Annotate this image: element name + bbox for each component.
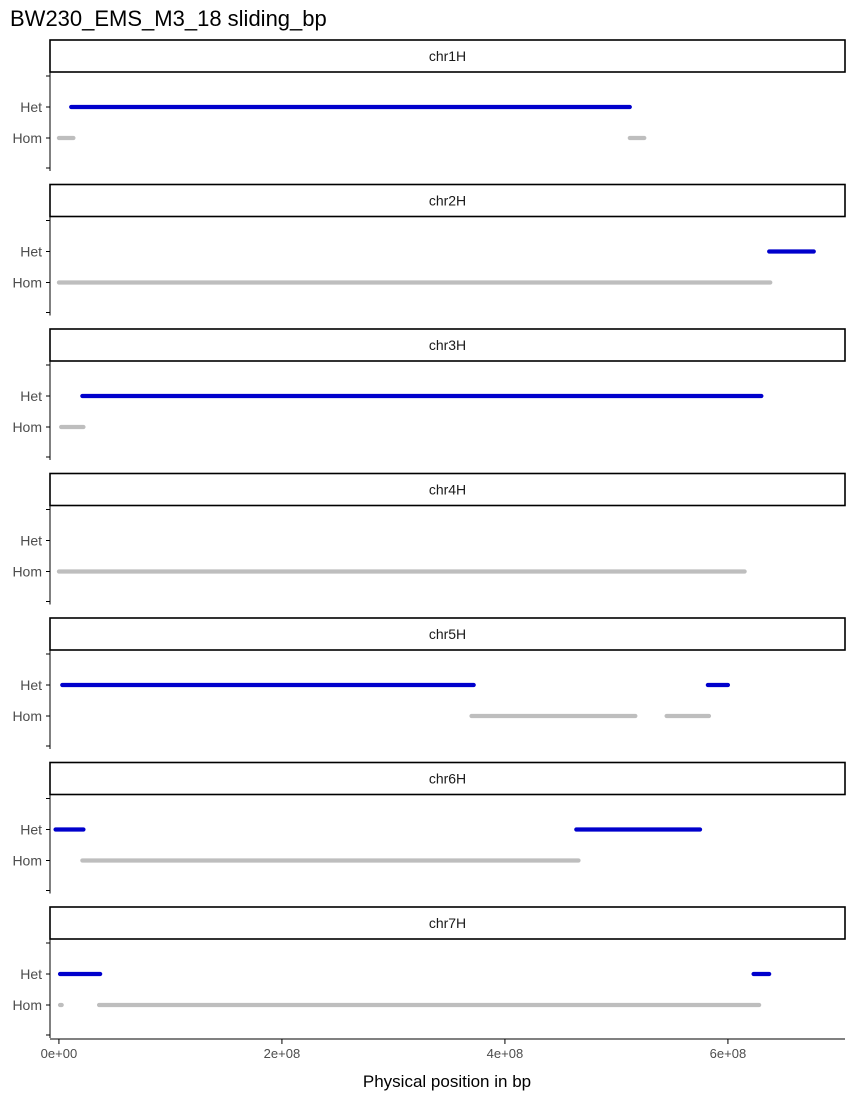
y-tick-label: Hom: [12, 130, 42, 146]
y-tick-label: Hom: [12, 564, 42, 580]
y-tick-label: Het: [20, 533, 42, 549]
y-tick-label: Hom: [12, 708, 42, 724]
strip-label: chr1H: [429, 48, 466, 64]
facet-panel-chr5H: chr5H Het Hom: [12, 617, 846, 749]
facet-panel-chr4H: chr4H Het Hom: [12, 472, 846, 605]
x-tick-label: 4e+08: [487, 1046, 524, 1061]
x-tick-label: 6e+08: [710, 1046, 747, 1061]
strip-label: chr3H: [429, 337, 466, 353]
x-axis-title: Physical position in bp: [363, 1072, 531, 1091]
y-tick-label: Het: [20, 677, 42, 693]
facet-panel-chr1H: chr1H Het Hom: [12, 39, 846, 171]
strip-label: chr2H: [429, 193, 466, 209]
y-tick-label: Het: [20, 244, 42, 260]
x-axis: 0e+00 2e+08 4e+08 6e+08: [41, 1038, 845, 1061]
strip-box: [49, 906, 846, 940]
y-tick-label: Het: [20, 966, 42, 982]
x-tick-label: 2e+08: [264, 1046, 301, 1061]
strip-label: chr6H: [429, 771, 466, 787]
strip-box: [49, 761, 846, 796]
facet-panel-chr3H: chr3H Het Hom: [12, 328, 846, 460]
y-tick-label: Hom: [12, 275, 42, 291]
facet-panels: chr1H Het Hom chr2H Het Hom chr3H Het Hom chr4H He…: [12, 39, 846, 1038]
y-tick-label: Hom: [12, 419, 42, 435]
strip-label: chr4H: [429, 482, 466, 498]
chart-title: BW230_EMS_M3_18 sliding_bp: [10, 6, 327, 31]
y-tick-label: Het: [20, 822, 42, 838]
strip-box: [49, 328, 846, 362]
y-tick-label: Het: [20, 99, 42, 115]
y-tick-label: Het: [20, 388, 42, 404]
strip-box: [49, 39, 846, 73]
y-tick-label: Hom: [12, 997, 42, 1013]
strip-box: [49, 472, 846, 507]
facet-panel-chr2H: chr2H Het Hom: [12, 183, 846, 316]
facet-panel-chr7H: chr7H Het Hom: [12, 906, 846, 1038]
y-tick-label: Hom: [12, 853, 42, 869]
strip-label: chr7H: [429, 915, 466, 931]
strip-box: [49, 617, 846, 651]
facet-panel-chr6H: chr6H Het Hom: [12, 761, 846, 894]
x-tick-label: 0e+00: [41, 1046, 78, 1061]
strip-label: chr5H: [429, 626, 466, 642]
strip-box: [49, 183, 846, 218]
